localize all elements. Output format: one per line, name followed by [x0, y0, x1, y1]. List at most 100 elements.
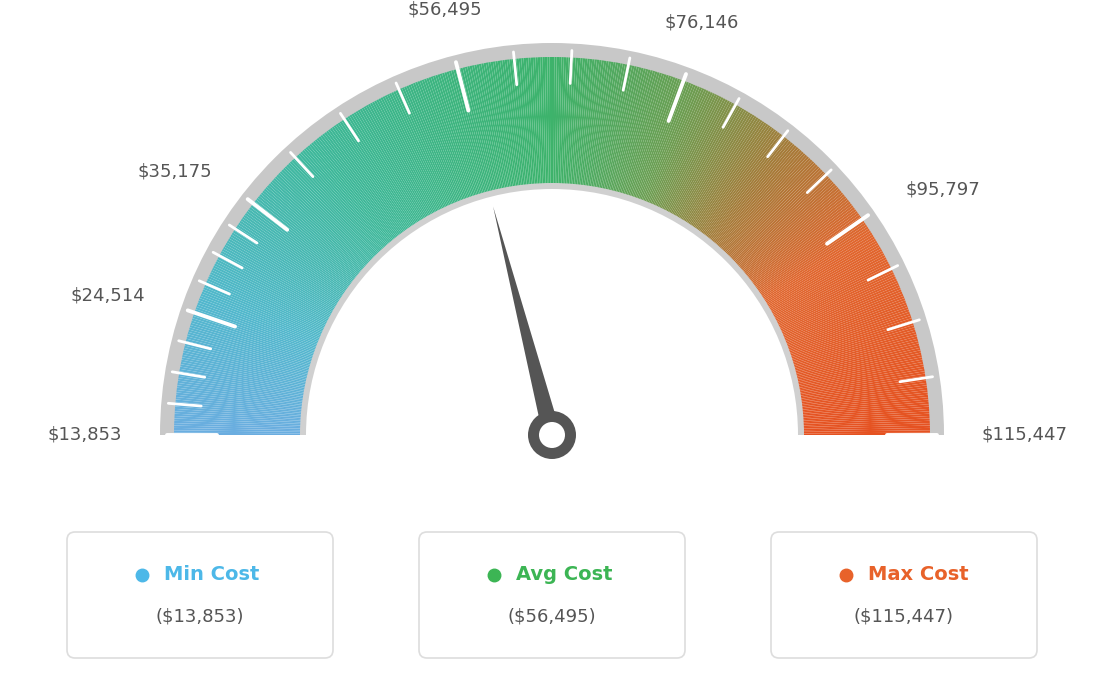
Wedge shape — [519, 57, 532, 188]
Wedge shape — [488, 60, 511, 190]
Wedge shape — [180, 357, 309, 386]
Wedge shape — [270, 179, 369, 268]
Wedge shape — [704, 135, 787, 240]
Wedge shape — [380, 95, 440, 214]
Wedge shape — [433, 74, 476, 199]
Wedge shape — [371, 100, 435, 217]
Wedge shape — [200, 290, 322, 342]
Wedge shape — [173, 400, 305, 413]
Wedge shape — [282, 166, 376, 261]
Wedge shape — [798, 387, 930, 406]
Wedge shape — [453, 68, 489, 195]
Wedge shape — [664, 95, 724, 214]
Wedge shape — [778, 279, 900, 335]
Wedge shape — [337, 121, 413, 230]
Wedge shape — [321, 132, 403, 238]
Wedge shape — [259, 191, 362, 277]
Wedge shape — [469, 63, 499, 193]
Wedge shape — [183, 340, 311, 375]
Wedge shape — [774, 264, 893, 325]
Wedge shape — [188, 324, 315, 364]
Wedge shape — [550, 55, 552, 187]
Wedge shape — [378, 97, 439, 215]
Wedge shape — [799, 408, 932, 420]
Wedge shape — [719, 153, 808, 252]
Wedge shape — [559, 55, 564, 187]
Wedge shape — [459, 66, 493, 195]
Wedge shape — [531, 55, 540, 188]
Wedge shape — [773, 262, 892, 324]
Wedge shape — [656, 90, 714, 210]
Wedge shape — [227, 235, 341, 306]
Wedge shape — [172, 413, 305, 422]
Wedge shape — [180, 355, 309, 384]
Wedge shape — [265, 184, 365, 272]
Wedge shape — [442, 71, 481, 198]
Wedge shape — [684, 114, 757, 226]
Wedge shape — [790, 329, 917, 367]
Wedge shape — [617, 68, 654, 196]
Wedge shape — [754, 214, 862, 292]
Wedge shape — [261, 189, 363, 276]
Wedge shape — [752, 210, 859, 289]
Wedge shape — [786, 308, 911, 354]
Wedge shape — [342, 117, 416, 228]
Wedge shape — [235, 224, 346, 298]
Wedge shape — [185, 333, 314, 371]
Wedge shape — [771, 256, 889, 319]
Wedge shape — [392, 89, 449, 210]
Wedge shape — [571, 56, 583, 188]
Text: $13,853: $13,853 — [47, 426, 123, 444]
Wedge shape — [191, 313, 317, 357]
Wedge shape — [173, 406, 305, 418]
Wedge shape — [756, 219, 867, 295]
Wedge shape — [782, 290, 904, 342]
Wedge shape — [733, 175, 830, 266]
Wedge shape — [618, 69, 656, 197]
Wedge shape — [603, 63, 633, 193]
Wedge shape — [781, 288, 903, 341]
Wedge shape — [444, 70, 482, 197]
Wedge shape — [627, 73, 669, 199]
Wedge shape — [747, 202, 853, 284]
Wedge shape — [288, 159, 381, 257]
Wedge shape — [598, 61, 626, 192]
Wedge shape — [245, 210, 352, 289]
Wedge shape — [471, 63, 501, 193]
Wedge shape — [784, 302, 909, 350]
Wedge shape — [311, 139, 396, 243]
Wedge shape — [758, 224, 869, 298]
Wedge shape — [563, 55, 571, 187]
Wedge shape — [593, 60, 616, 190]
Wedge shape — [682, 112, 754, 225]
Wedge shape — [606, 64, 637, 193]
Wedge shape — [306, 189, 798, 435]
Text: $24,514: $24,514 — [71, 287, 145, 305]
Wedge shape — [465, 65, 497, 194]
Wedge shape — [507, 57, 524, 189]
Wedge shape — [750, 206, 857, 287]
Wedge shape — [667, 99, 731, 216]
Wedge shape — [361, 106, 428, 221]
Wedge shape — [703, 133, 785, 239]
Wedge shape — [772, 258, 890, 321]
Wedge shape — [595, 61, 620, 191]
Wedge shape — [240, 217, 349, 295]
Wedge shape — [191, 315, 317, 358]
Wedge shape — [671, 102, 737, 219]
Wedge shape — [680, 109, 750, 223]
Wedge shape — [721, 157, 813, 254]
Wedge shape — [187, 326, 315, 366]
Wedge shape — [513, 57, 529, 188]
Wedge shape — [646, 83, 699, 206]
Wedge shape — [790, 331, 919, 369]
Wedge shape — [234, 226, 346, 299]
Wedge shape — [602, 63, 630, 193]
Wedge shape — [294, 155, 384, 253]
Wedge shape — [172, 433, 304, 435]
Wedge shape — [795, 355, 924, 384]
Wedge shape — [540, 55, 545, 187]
Wedge shape — [502, 58, 521, 189]
Wedge shape — [649, 86, 703, 208]
Wedge shape — [641, 81, 692, 204]
